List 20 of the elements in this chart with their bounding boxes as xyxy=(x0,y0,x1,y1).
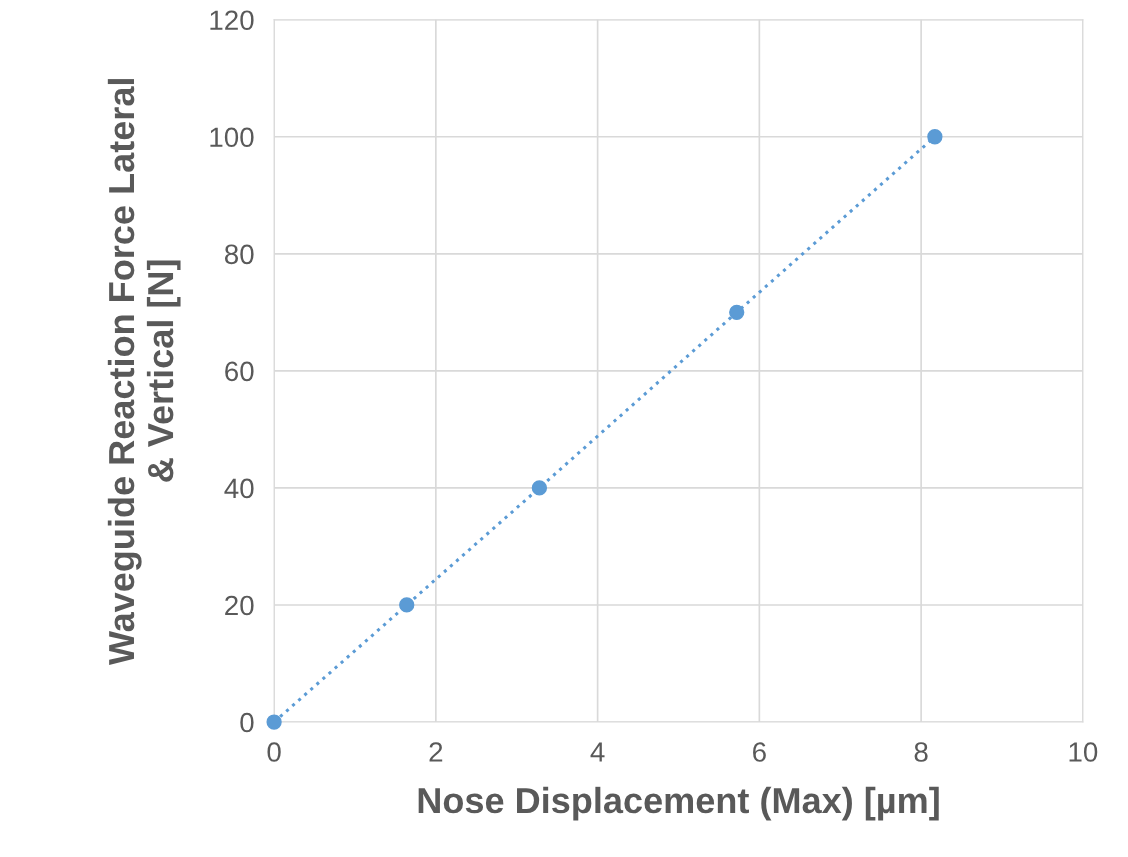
x-tick-label: 6 xyxy=(753,742,766,762)
x-tick-label: 8 xyxy=(914,742,928,762)
point xyxy=(729,304,745,320)
y-axis-title: Waveguide Reaction Force Lateral & Vertical [N] xyxy=(107,79,181,666)
y-tick-label: 0 xyxy=(240,712,254,733)
x-tick-label: 2 xyxy=(429,742,443,762)
y-tick-label: 20 xyxy=(225,595,254,616)
point xyxy=(266,714,282,730)
x-axis-title: Nose Displacement (Max) [µm] xyxy=(418,786,939,821)
y-tick-label: 100 xyxy=(210,127,254,148)
point xyxy=(927,129,943,145)
x-tick-label: 10 xyxy=(1069,742,1098,762)
point xyxy=(531,480,548,496)
y-tick-label: 40 xyxy=(224,478,254,499)
y-tick-label: 80 xyxy=(224,244,254,265)
x-tick-label: 4 xyxy=(590,742,605,762)
x-tick-label: 0 xyxy=(267,742,281,762)
point xyxy=(399,597,415,613)
y-tick-label: 120 xyxy=(210,10,254,31)
y-tick-label: 60 xyxy=(225,361,254,382)
